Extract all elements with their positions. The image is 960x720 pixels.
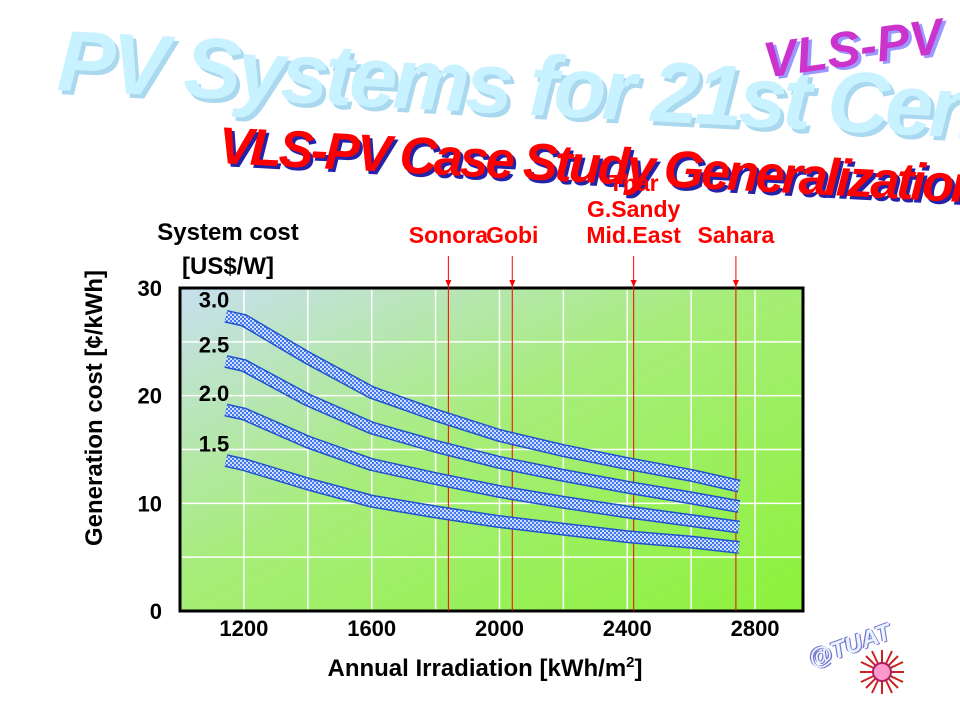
flower-icon [860, 650, 904, 694]
location-label: Sonora [409, 222, 488, 248]
cost-band [224, 405, 740, 532]
series-label: 2.5 [199, 333, 230, 358]
location-marker-arrow [732, 280, 739, 287]
x-tick-label: 2000 [475, 616, 524, 641]
x-tick-labels: 1200 1600 2000 2400 2800 [219, 616, 779, 641]
x-axis-label-sup: 2 [626, 654, 634, 671]
cost-band [224, 455, 740, 553]
series-label: 2.0 [199, 381, 230, 406]
y-tick-label: 20 [138, 384, 162, 409]
y-tick-label: 30 [138, 276, 162, 301]
legend-title-line2: [US$/W] [182, 253, 274, 280]
x-axis-label-text: Annual Irradiation [kWh/m [327, 655, 626, 682]
y-tick-label: 10 [138, 491, 162, 516]
cost-bands [224, 309, 741, 554]
x-tick-label: 1200 [219, 616, 268, 641]
location-label: Mid.East [586, 222, 681, 248]
y-tick-label: 0 [150, 599, 162, 624]
location-label: G.Sandy [587, 196, 681, 222]
location-marker-arrow [630, 280, 637, 287]
location-label: Gobi [486, 222, 538, 248]
location-marker-arrow [445, 280, 452, 287]
x-axis-label: Annual Irradiation [kWh/m2] [327, 654, 642, 682]
location-label: Sahara [698, 222, 775, 248]
series-label: 3.0 [199, 287, 230, 312]
cost-band [224, 311, 741, 491]
x-tick-label: 2800 [731, 616, 780, 641]
x-axis-label-close: ] [635, 655, 643, 682]
location-marker-arrow [509, 280, 516, 287]
series-labels: 3.0 2.5 2.0 1.5 [199, 287, 230, 456]
y-tick-labels: 0 10 20 30 [138, 276, 162, 624]
x-tick-label: 2400 [603, 616, 652, 641]
x-tick-label: 1600 [347, 616, 396, 641]
cost-band [224, 356, 740, 512]
series-label: 1.5 [199, 432, 230, 457]
y-axis-label: Generation cost [¢/kWh] [81, 270, 108, 546]
legend-title-line1: System cost [157, 219, 298, 246]
location-label: Thar [609, 170, 659, 196]
